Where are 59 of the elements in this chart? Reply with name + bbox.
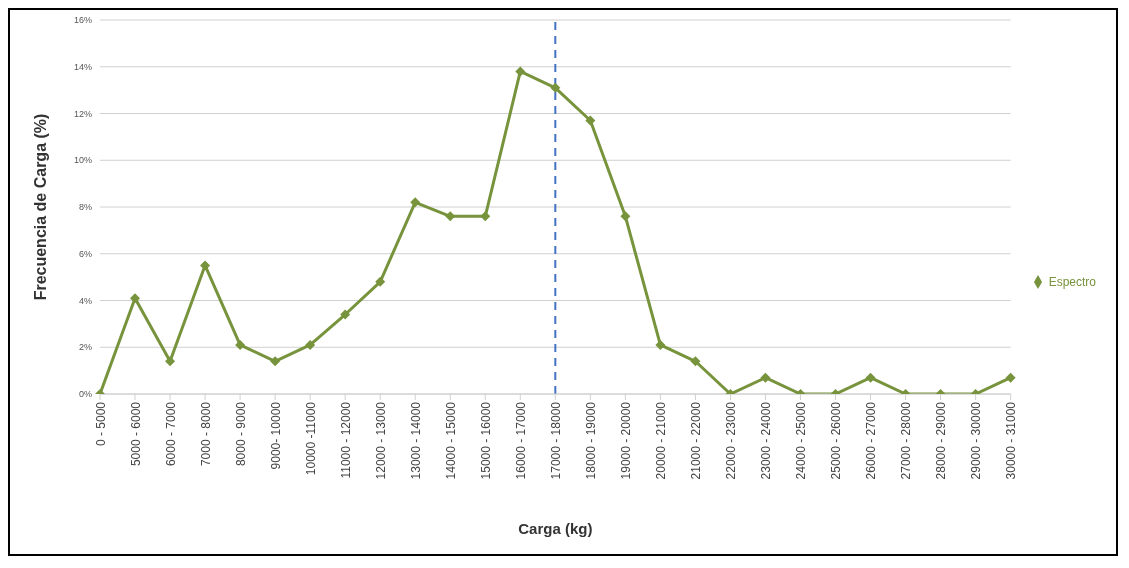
point	[550, 82, 561, 93]
x-tick-label: 29000 - 30000	[969, 401, 984, 480]
point	[235, 339, 246, 350]
legend-label: Espectro	[1048, 274, 1096, 289]
x-axis-title: Carga (kg)	[518, 520, 593, 537]
x-tick-label: 0 - 5000	[93, 401, 108, 447]
x-tick-label: 8000 - 9000	[233, 401, 248, 467]
x-tick-label: 18000 - 19000	[583, 401, 598, 480]
point	[445, 211, 456, 222]
point	[165, 356, 176, 367]
point	[585, 115, 596, 126]
point	[130, 293, 141, 304]
x-tick-label: 20000 - 21000	[653, 401, 668, 480]
x-tick-label: 6000 - 7000	[163, 401, 178, 467]
point	[760, 372, 771, 383]
x-tick-label: 7000 - 8000	[198, 401, 213, 467]
x-tick-label: 10000 -11000	[303, 401, 318, 476]
y-tick-label: 6%	[78, 248, 92, 259]
x-tick-label: 15000 - 16000	[478, 401, 493, 480]
x-tick-label: 21000 - 22000	[688, 401, 703, 480]
point	[305, 339, 316, 350]
x-tick-label: 25000 - 26000	[829, 401, 844, 480]
point	[270, 356, 281, 367]
y-tick-label: 12%	[73, 108, 92, 119]
point	[655, 339, 666, 350]
x-tick-label: 30000 - 31000	[1004, 401, 1019, 480]
point	[480, 211, 491, 222]
x-tick-label: 16000 - 17000	[513, 401, 528, 480]
y-tick-label: 4%	[78, 295, 92, 306]
x-tick-label: 12000 - 13000	[373, 401, 388, 480]
y-axis-title: Frecuencia de Carga (%)	[31, 113, 49, 301]
y-tick-label: 0%	[78, 389, 92, 400]
point	[515, 66, 526, 77]
point	[865, 372, 876, 383]
y-tick-label: 14%	[73, 61, 92, 72]
point	[200, 260, 211, 271]
point	[620, 211, 631, 222]
x-tick-label: 11000 - 12000	[338, 401, 353, 479]
x-tick-label: 23000 - 24000	[758, 401, 773, 480]
point	[690, 356, 701, 367]
point	[375, 276, 386, 287]
x-tick-label: 13000 - 14000	[408, 401, 423, 480]
x-tick-label: 14000 - 15000	[443, 401, 458, 480]
x-tick-label: 24000 - 25000	[794, 401, 809, 480]
x-tick-label: 5000 - 6000	[128, 401, 143, 467]
x-tick-label: 27000 - 28000	[899, 401, 914, 480]
y-tick-label: 16%	[73, 15, 92, 26]
x-tick-label: 26000 - 27000	[864, 401, 879, 480]
point	[340, 309, 351, 320]
x-tick-label: 22000 - 23000	[723, 401, 738, 480]
x-tick-label: 28000 - 29000	[934, 401, 949, 480]
point	[410, 197, 421, 208]
x-tick-label: 19000 - 20000	[618, 401, 633, 480]
point	[1005, 372, 1016, 383]
y-tick-label: 10%	[73, 155, 92, 166]
y-tick-label: 2%	[78, 342, 92, 353]
y-tick-label: 8%	[78, 202, 92, 213]
x-tick-label: 17000 - 18000	[548, 401, 563, 480]
x-tick-label: 9000- 10000	[268, 401, 283, 470]
